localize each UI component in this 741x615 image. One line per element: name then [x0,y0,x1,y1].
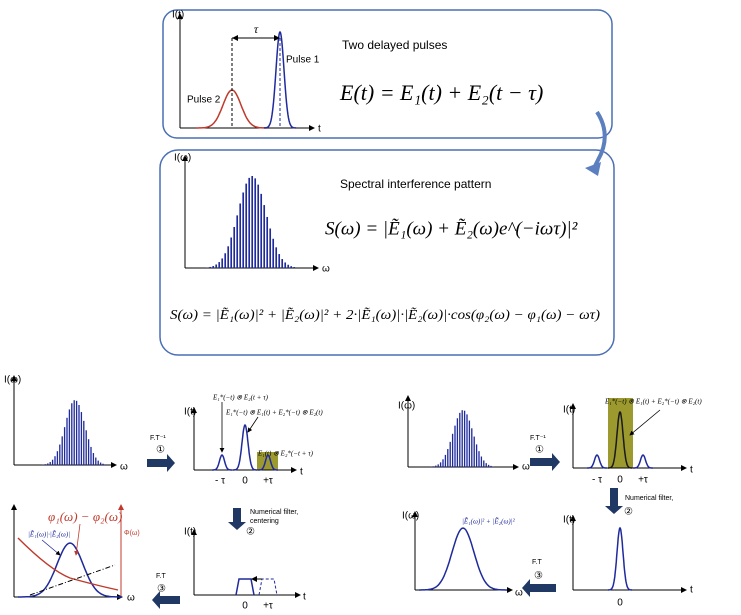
step-label: Numerical filter, [625,495,673,502]
pointer [629,409,661,436]
curve-label: |Ẽ₁(ω)|² + |Ẽ₂(ω)|² [462,518,516,526]
curve [212,454,232,471]
tick-label: 0 [617,475,623,486]
tick-label: +τ [638,475,648,486]
step-arrow [530,453,560,471]
box-spectrum [159,149,615,356]
pointer [74,523,81,556]
axis-label: t [303,592,306,603]
step-number: ① [156,445,165,456]
curve [419,527,507,591]
curve [258,578,278,596]
curve [233,423,257,471]
axis-label: I(t) [563,405,575,416]
axis-label: t [690,585,693,596]
delay-label: τ [254,22,259,36]
axis-label: t [300,467,303,478]
axis-label: Φ(ω) [124,530,140,537]
step-number: ③ [534,571,543,582]
fit-line [29,564,116,596]
axis-label: ω [322,264,330,275]
annotation: E₁(t) ⊗ E₂*(−t + τ) [257,450,314,458]
flow-arrow [585,162,601,176]
curve [18,542,122,598]
axis-label: ω [120,462,128,473]
axis-label: t [318,124,321,135]
pulse-label: Pulse 1 [286,55,320,66]
step-arrow [522,579,556,597]
axis-label: t [690,465,693,476]
filter-window [257,452,278,470]
pulse-label: Pulse 2 [187,95,221,106]
formula: S(ω) = |Ẽ₁(ω)|² + |Ẽ₂(ω)|² + 2·|Ẽ₁(ω)|·|… [170,306,600,323]
tick-label: +τ [263,476,273,487]
annotation: E₁*(−t) ⊗ E₁(t) + E₂*(−t) ⊗ E₂(t) [225,409,323,417]
curve [258,454,278,471]
tick-label: 0 [242,601,248,612]
curve [587,454,607,469]
flow-arrow [591,110,607,171]
step-number: ② [246,527,255,538]
tick-label: 0 [242,476,248,487]
curve [235,578,255,596]
step-arrow [605,488,623,514]
step-label: F.T [156,573,166,580]
phase-label: φ₁(ω) − φ₂(ω) [48,509,122,524]
step-arrow [228,508,246,530]
pointer [41,539,61,556]
step-label: F.T⁻¹ [530,435,546,442]
axis-label: I(ω) [174,153,191,164]
step-label: centering [250,518,279,525]
formula: S(ω) = |Ẽ₁(ω) + Ẽ₂(ω)e^(−iωτ)|² [325,218,578,239]
pointer [247,416,259,433]
axis-label: I(t) [184,527,196,538]
axis-label: ω [127,593,135,604]
axis-label: I(t) [563,515,575,526]
axis-label: I(ω) [398,401,415,412]
annotation: E₁*(−t) ⊗ E₁(t) + E₂*(−t) ⊗ E₂(t) [604,398,702,406]
axis-label: I(t) [184,407,196,418]
curve [17,537,119,591]
step-label: F.T⁻¹ [150,435,166,442]
step-number: ① [535,445,544,456]
annotation: E₁*(−t) ⊗ E₂(t + τ) [212,394,269,402]
amplitude-label: |Ẽ₁(ω)|·|Ẽ₂(ω)| [28,531,70,539]
step-arrow [147,454,175,472]
tick-label: - τ [592,475,602,486]
step-arrow [152,591,180,609]
step-number: ② [624,507,633,518]
axis-label: I(t) [172,10,184,21]
step-label: F.T [532,559,542,566]
box-pulses [162,9,613,139]
tick-label: 0 [617,598,623,609]
step-number: ③ [157,584,166,595]
axis-label: ω [515,588,523,599]
curve [263,30,297,129]
tick-label: +τ [263,601,273,612]
axis-label: ω [522,462,530,473]
filter-window [608,398,633,468]
axis-label: I(ω) [4,375,21,386]
heading: Two delayed pulses [342,38,447,52]
curve [608,526,632,591]
heading: Spectral interference pattern [340,177,491,191]
curve [608,410,632,469]
axis-label: I(ω) [402,511,419,522]
formula: E(t) = E₁(t) + E₂(t − τ) [339,80,543,105]
curve [633,454,653,469]
tick-label: - τ [215,476,225,487]
step-label: Numerical filter, [250,509,298,516]
